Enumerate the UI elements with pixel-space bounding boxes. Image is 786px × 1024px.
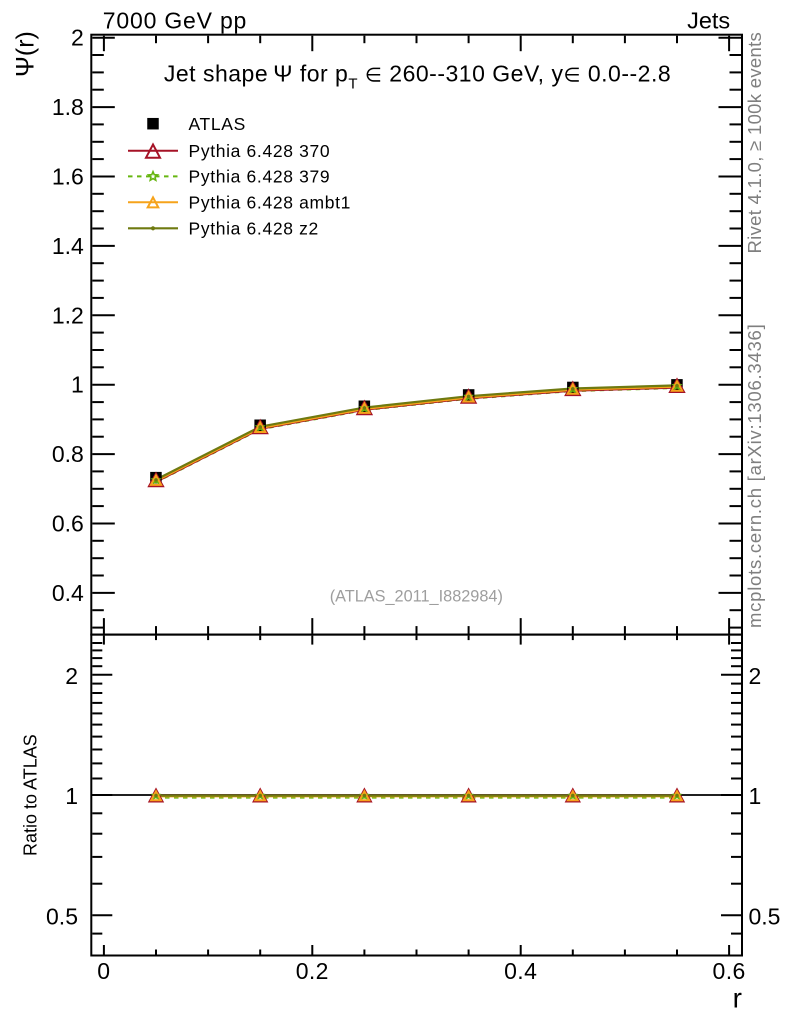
svg-text:0.5: 0.5 — [46, 904, 78, 930]
svg-text:Pythia 6.428 379: Pythia 6.428 379 — [189, 167, 331, 187]
svg-text:Pythia 6.428 370: Pythia 6.428 370 — [189, 141, 331, 161]
svg-text:0.6: 0.6 — [52, 511, 84, 537]
svg-text:0.2: 0.2 — [296, 958, 329, 984]
svg-text:r: r — [733, 982, 742, 1013]
svg-text:(ATLAS_2011_I882984): (ATLAS_2011_I882984) — [330, 588, 503, 606]
svg-text:1: 1 — [749, 783, 762, 809]
svg-text:0.4: 0.4 — [504, 958, 537, 984]
svg-text:2: 2 — [749, 663, 762, 689]
svg-text:mcplots.cern.ch [arXiv:1306.34: mcplots.cern.ch [arXiv:1306.3436] — [744, 324, 765, 628]
svg-text:1: 1 — [65, 783, 78, 809]
svg-text:0: 0 — [97, 958, 110, 984]
svg-text:0.8: 0.8 — [52, 441, 84, 467]
svg-text:1: 1 — [71, 372, 84, 398]
svg-text:1.8: 1.8 — [52, 94, 84, 120]
svg-text:2: 2 — [71, 25, 84, 51]
svg-text:Ψ(r): Ψ(r) — [12, 31, 40, 77]
svg-text:0.5: 0.5 — [749, 904, 781, 930]
svg-text:1.4: 1.4 — [52, 233, 84, 259]
svg-text:1.6: 1.6 — [52, 164, 84, 190]
svg-text:Pythia 6.428 z2: Pythia 6.428 z2 — [189, 219, 319, 239]
svg-text:Jets: Jets — [687, 8, 730, 34]
svg-text:2: 2 — [65, 663, 78, 689]
svg-text:0.4: 0.4 — [52, 580, 84, 606]
svg-text:Ratio to ATLAS: Ratio to ATLAS — [21, 734, 41, 856]
svg-text:1.2: 1.2 — [52, 302, 84, 328]
svg-text:0.6: 0.6 — [713, 958, 746, 984]
svg-text:7000 GeV pp: 7000 GeV pp — [103, 8, 247, 34]
svg-text:Pythia 6.428 ambt1: Pythia 6.428 ambt1 — [189, 192, 352, 212]
svg-text:Rivet 4.1.0, ≥ 100k events: Rivet 4.1.0, ≥ 100k events — [744, 32, 765, 254]
svg-text:ATLAS: ATLAS — [189, 114, 246, 134]
